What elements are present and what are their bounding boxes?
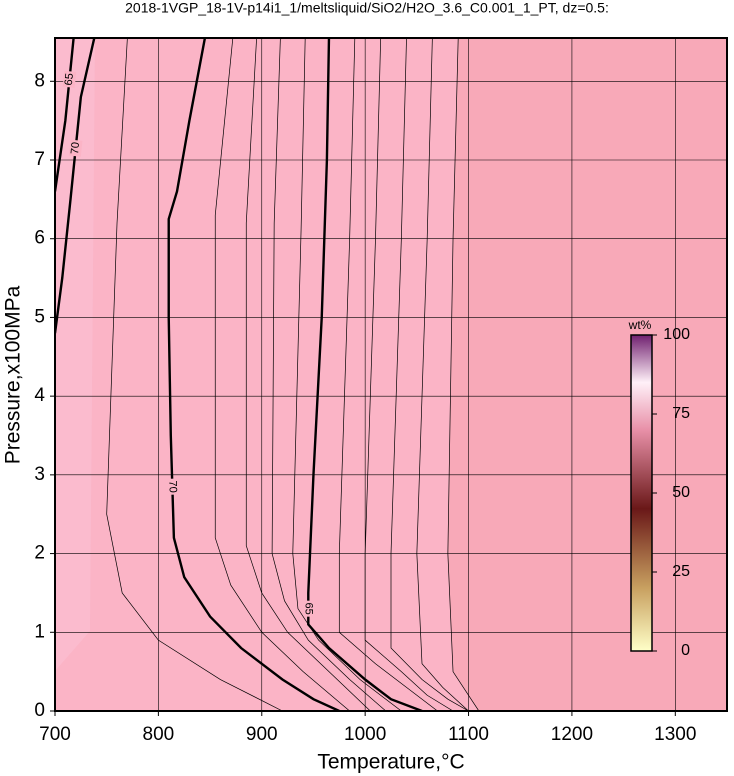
contour-minor <box>106 38 283 711</box>
contour-minor <box>271 38 387 711</box>
y-tick-label: 7 <box>34 149 45 170</box>
contour-label: 65 <box>302 603 314 615</box>
x-tick-label: 800 <box>143 724 175 745</box>
y-tick-label: 0 <box>34 700 45 721</box>
contour-minor <box>214 38 350 711</box>
x-tick-label: 1200 <box>551 724 593 745</box>
colorbar-tick-label: 25 <box>672 563 690 580</box>
contour-minor <box>416 38 469 711</box>
contour-major <box>55 38 96 334</box>
y-tick-label: 4 <box>34 385 45 406</box>
x-tick-label: 900 <box>246 724 278 745</box>
y-axis-label: Pressure,x100MPa <box>2 285 25 464</box>
contour-minor <box>338 38 438 711</box>
contour-minor <box>364 38 454 711</box>
contour-label: 65 <box>63 73 76 86</box>
y-tick-label: 1 <box>34 621 45 642</box>
colorbar <box>630 334 653 652</box>
colorbar-tick-label: 50 <box>672 484 690 501</box>
contour-minor <box>245 38 371 711</box>
x-tick-label: 1100 <box>448 724 489 745</box>
contour-major <box>55 38 75 192</box>
contour-minor <box>390 38 469 711</box>
contour-label-bg <box>302 600 315 617</box>
melt-region-left <box>55 38 95 671</box>
colorbar-tick-label: 0 <box>681 642 690 659</box>
x-tick-label: 1300 <box>654 724 696 745</box>
colorbar-tick-label: 75 <box>672 405 690 422</box>
y-tick-label: 5 <box>34 306 45 327</box>
contour-minor <box>292 38 402 711</box>
contour-label-bg <box>68 139 83 157</box>
colorbar-label: wt% <box>628 318 652 332</box>
contour-label: 70 <box>69 141 82 154</box>
y-tick-label: 2 <box>34 543 45 564</box>
y-tick-label: 8 <box>34 70 45 91</box>
plot-area: 70 65 70 65 <box>55 38 727 711</box>
melt-region <box>55 38 479 711</box>
y-tick-label: 6 <box>34 228 45 249</box>
plot-frame <box>54 37 728 712</box>
x-axis-label: Temperature,°C <box>317 751 464 774</box>
contour-major <box>167 38 340 711</box>
chart-title: 2018-1VGP_18-1V-p14i1_1/meltsliquid/SiO2… <box>125 0 609 16</box>
contour-minor <box>447 38 480 711</box>
x-tick-label: 700 <box>39 724 71 745</box>
contour-label: 70 <box>166 480 178 493</box>
contour-label-bg <box>166 478 179 495</box>
y-tick-label: 3 <box>34 464 45 485</box>
contour-label-bg <box>62 70 77 88</box>
colorbar-tick-label: 100 <box>663 326 690 343</box>
x-tick-label: 1000 <box>344 724 386 745</box>
